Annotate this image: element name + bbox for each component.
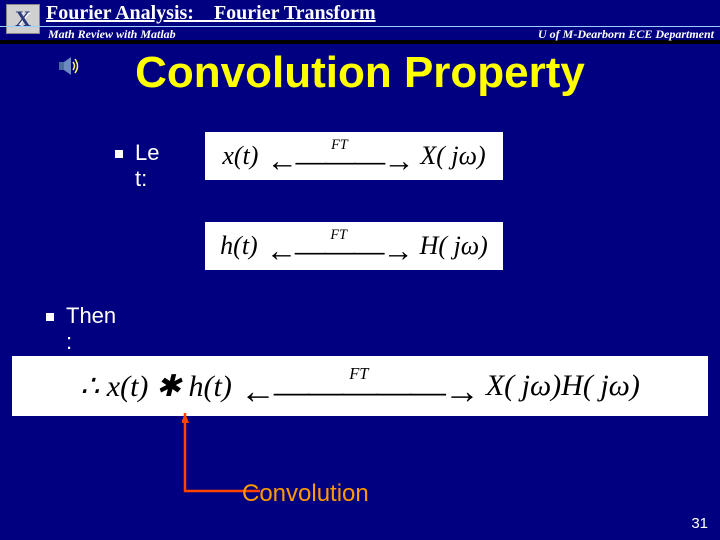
ft-arrow-icon: FT ←———→	[266, 230, 412, 262]
equation-3: ∴ x(t) ✱ h(t) FT ←—————→ X( jω)H( jω)	[12, 356, 708, 416]
main-title: Convolution Property	[0, 48, 720, 98]
subheader: Math Review with Matlab U of M-Dearborn …	[0, 26, 720, 44]
eq2-right: H( jω)	[420, 231, 488, 261]
eq3-right: X( jω)H( jω)	[486, 369, 640, 403]
page-number: 31	[691, 515, 708, 532]
header-titles: Fourier Analysis: Fourier Transform	[46, 0, 376, 25]
ft-arrow-icon: FT ←———→	[266, 140, 412, 172]
then-block: Then :	[46, 303, 64, 329]
then-label: Then :	[66, 303, 116, 355]
annotation-label: Convolution	[242, 480, 369, 508]
bullet-icon	[46, 313, 54, 321]
eq1-left: x(t)	[222, 141, 258, 171]
ft-arrow-icon: FT ←—————→	[240, 368, 478, 405]
eq2-left: h(t)	[220, 231, 258, 261]
equation-1: x(t) FT ←———→ X( jω)	[205, 132, 503, 180]
let-block: Le t:	[115, 140, 133, 166]
eq1-right: X( jω)	[420, 141, 485, 171]
eq3-left: ∴ x(t) ✱ h(t)	[80, 369, 232, 404]
let-label: Le t:	[135, 140, 159, 192]
equation-2: h(t) FT ←———→ H( jω)	[205, 222, 503, 270]
subtopic: Fourier Transform	[214, 2, 376, 24]
subheader-left: Math Review with Matlab	[48, 27, 176, 40]
subheader-right: U of M-Dearborn ECE Department	[538, 27, 714, 40]
topic: Fourier Analysis:	[46, 2, 194, 24]
bullet-icon	[115, 150, 123, 158]
